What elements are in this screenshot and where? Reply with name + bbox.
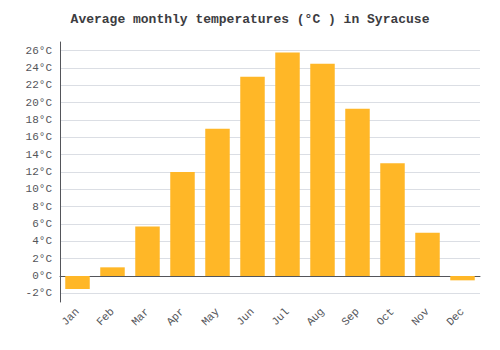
svg-text:12°C: 12°C (26, 166, 53, 178)
svg-text:Dec: Dec (444, 306, 466, 328)
svg-text:6°C: 6°C (32, 218, 52, 230)
svg-text:18°C: 18°C (26, 114, 53, 126)
svg-text:Jul: Jul (269, 306, 291, 328)
svg-text:8°C: 8°C (32, 201, 52, 213)
svg-text:0°C: 0°C (32, 270, 52, 282)
svg-text:Mar: Mar (129, 306, 151, 328)
svg-text:Jan: Jan (59, 306, 81, 328)
svg-text:2°C: 2°C (32, 253, 52, 265)
svg-text:22°C: 22°C (26, 79, 53, 91)
svg-text:Oct: Oct (374, 306, 396, 328)
svg-text:Apr: Apr (164, 306, 186, 328)
svg-text:16°C: 16°C (26, 131, 53, 143)
svg-text:20°C: 20°C (26, 97, 53, 109)
svg-text:Sep: Sep (339, 306, 361, 328)
svg-text:Nov: Nov (409, 305, 432, 328)
svg-text:14°C: 14°C (26, 149, 53, 161)
svg-text:10°C: 10°C (26, 183, 53, 195)
svg-text:26°C: 26°C (26, 45, 53, 57)
svg-text:Feb: Feb (94, 306, 116, 328)
svg-text:Average monthly temperatures (: Average monthly temperatures (°C ) in Sy… (71, 12, 430, 27)
svg-text:May: May (199, 305, 222, 328)
svg-text:Aug: Aug (304, 306, 326, 328)
svg-text:-2°C: -2°C (26, 287, 53, 299)
svg-text:4°C: 4°C (32, 235, 52, 247)
svg-text:24°C: 24°C (26, 62, 53, 74)
svg-text:Jun: Jun (234, 306, 256, 328)
